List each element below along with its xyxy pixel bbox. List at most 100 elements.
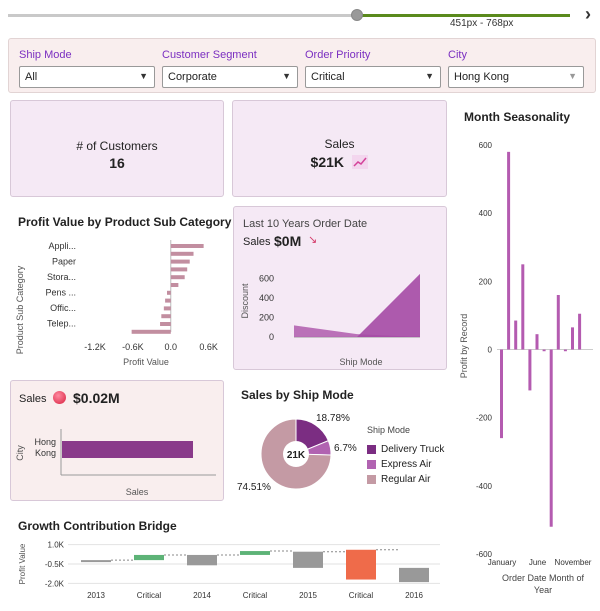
sales-kpi-row: $21K (233, 154, 446, 172)
month-bar[interactable] (528, 349, 532, 391)
month-bar[interactable] (571, 327, 574, 350)
profit-subcat-chart: Product Sub Category Appli... Paper Stora.… (15, 240, 218, 367)
order-priority-label: Order Priority (305, 49, 371, 61)
order-date-ytick: 0 (269, 332, 274, 342)
growth-chart: Profit Value 1.0K -0.5K -2.0K 2013 Critical… (18, 541, 440, 600)
slice-pct-delivery-truck: 18.78% (316, 413, 350, 424)
month-bar[interactable] (500, 349, 503, 439)
status-dot-icon (53, 391, 66, 404)
order-date-area[interactable] (294, 273, 420, 337)
growth-xtick: 2015 (299, 591, 317, 600)
city-sales-label: Sales (19, 393, 47, 405)
sales-kpi-card: Sales $21K (232, 100, 447, 197)
month-title: Month Seasonality (464, 110, 571, 124)
month-ytick: 600 (479, 141, 493, 150)
order-date-sales-label: Sales (243, 236, 271, 248)
growth-xtick: Critical (137, 591, 162, 600)
growth-bar[interactable] (81, 560, 111, 563)
sales-kpi-value: $21K (310, 154, 344, 170)
chevron-down-icon: ▼ (139, 71, 148, 81)
profit-subcat-xtick: -1.2K (84, 342, 106, 352)
profit-subcat-ylabel: Product Sub Category (15, 265, 25, 354)
range-slider-track[interactable] (8, 14, 356, 17)
city-select[interactable]: Hong Kong ▼ (448, 66, 584, 88)
profit-subcat-bar[interactable] (170, 244, 204, 248)
profit-subcat-xtick: 0.0 (165, 342, 178, 352)
profit-subcat-bar[interactable] (170, 283, 179, 287)
city-sales-xlabel: Sales (126, 487, 149, 497)
month-bar[interactable] (563, 349, 567, 352)
ship-mode-select[interactable]: All ▼ (19, 66, 155, 88)
order-date-ytick: 200 (259, 313, 274, 323)
month-bar[interactable] (521, 264, 525, 350)
month-bar[interactable] (514, 320, 518, 350)
city-sales-ylabel: City (15, 445, 25, 461)
month-xtick: June (529, 558, 547, 567)
month-chart: Profit by Record 6004002000-200-400-600 … (459, 141, 593, 595)
legend-item-delivery-truck[interactable]: Delivery Truck (367, 444, 444, 455)
ship-mode-title: Sales by Ship Mode (241, 388, 354, 402)
growth-ytick: -2.0K (45, 579, 65, 588)
chevron-down-icon: ▼ (425, 71, 434, 81)
month-bar[interactable] (535, 334, 539, 350)
profit-subcat-bar[interactable] (131, 329, 171, 334)
city-sales-bar[interactable] (62, 441, 193, 458)
month-bar[interactable] (507, 151, 511, 350)
chevron-down-icon: ▼ (282, 71, 291, 81)
order-priority-select[interactable]: Critical ▼ (305, 66, 441, 88)
ship-mode-label: Ship Mode (19, 49, 72, 61)
legend-item-express-air[interactable]: Express Air (367, 459, 432, 470)
city-sales-value: $0.02M (73, 390, 120, 406)
city-category-label: Hong Kong (34, 437, 56, 458)
customers-kpi-value: 16 (109, 155, 125, 171)
profit-subcat-category: Paper (52, 257, 76, 267)
donut-slice[interactable] (260, 418, 332, 490)
slice-pct-regular-air: 74.51% (237, 482, 271, 493)
trend-up-icon (352, 155, 369, 169)
profit-subcat-bar[interactable] (170, 251, 194, 256)
chevron-right-icon[interactable]: › (585, 4, 591, 24)
growth-bar[interactable] (187, 554, 217, 566)
profit-subcat-bar[interactable] (170, 275, 185, 280)
growth-bar[interactable] (240, 551, 270, 555)
month-xtick: November (555, 558, 592, 567)
growth-bar[interactable] (346, 549, 376, 580)
growth-bar[interactable] (399, 567, 429, 583)
profit-subcat-bar[interactable] (160, 322, 171, 326)
profit-subcat-category: Offic... (50, 303, 76, 313)
legend-item-regular-air[interactable]: Regular Air (367, 474, 430, 485)
growth-title: Growth Contribution Bridge (18, 519, 177, 533)
profit-subcat-bar[interactable] (163, 306, 171, 311)
profit-subcat-category: Pens ... (45, 288, 76, 298)
order-date-title: Last 10 Years Order Date (243, 218, 368, 230)
profit-subcat-bar[interactable] (170, 267, 188, 272)
growth-bar[interactable] (134, 554, 164, 561)
growth-xtick: 2014 (193, 591, 211, 600)
month-ytick: 0 (488, 346, 493, 355)
profit-subcat-bar[interactable] (165, 298, 171, 303)
customers-kpi-card: # of Customers 16 (10, 100, 224, 197)
profit-subcat-bar[interactable] (167, 290, 171, 295)
trend-down-icon: ↘ (308, 234, 318, 246)
month-bar[interactable] (578, 313, 582, 350)
month-bar[interactable] (549, 349, 553, 527)
order-date-chart: Discount 600 400 200 0 Ship Mode (240, 273, 420, 367)
ship-mode-legend-title: Ship Mode (367, 425, 411, 435)
profit-subcat-title: Profit Value by Product Sub Category (18, 215, 232, 229)
order-date-ytick: 600 (259, 274, 274, 284)
customers-kpi-title: # of Customers (76, 139, 158, 153)
growth-bar[interactable] (293, 551, 323, 568)
month-bar[interactable] (542, 349, 546, 352)
month-bar[interactable] (556, 294, 560, 350)
growth-xtick: 2013 (87, 591, 105, 600)
range-slider-handle[interactable] (351, 9, 363, 21)
profit-subcat-bar[interactable] (161, 314, 171, 319)
order-date-area[interactable] (294, 325, 420, 337)
customer-segment-select[interactable]: Corporate ▼ (162, 66, 298, 88)
profit-subcat-category: Telep... (47, 319, 76, 329)
donut-center-label: 21K (287, 450, 306, 461)
month-ytick: -600 (476, 550, 493, 559)
growth-ylabel: Profit Value (18, 543, 27, 584)
profit-subcat-bar[interactable] (170, 259, 190, 264)
